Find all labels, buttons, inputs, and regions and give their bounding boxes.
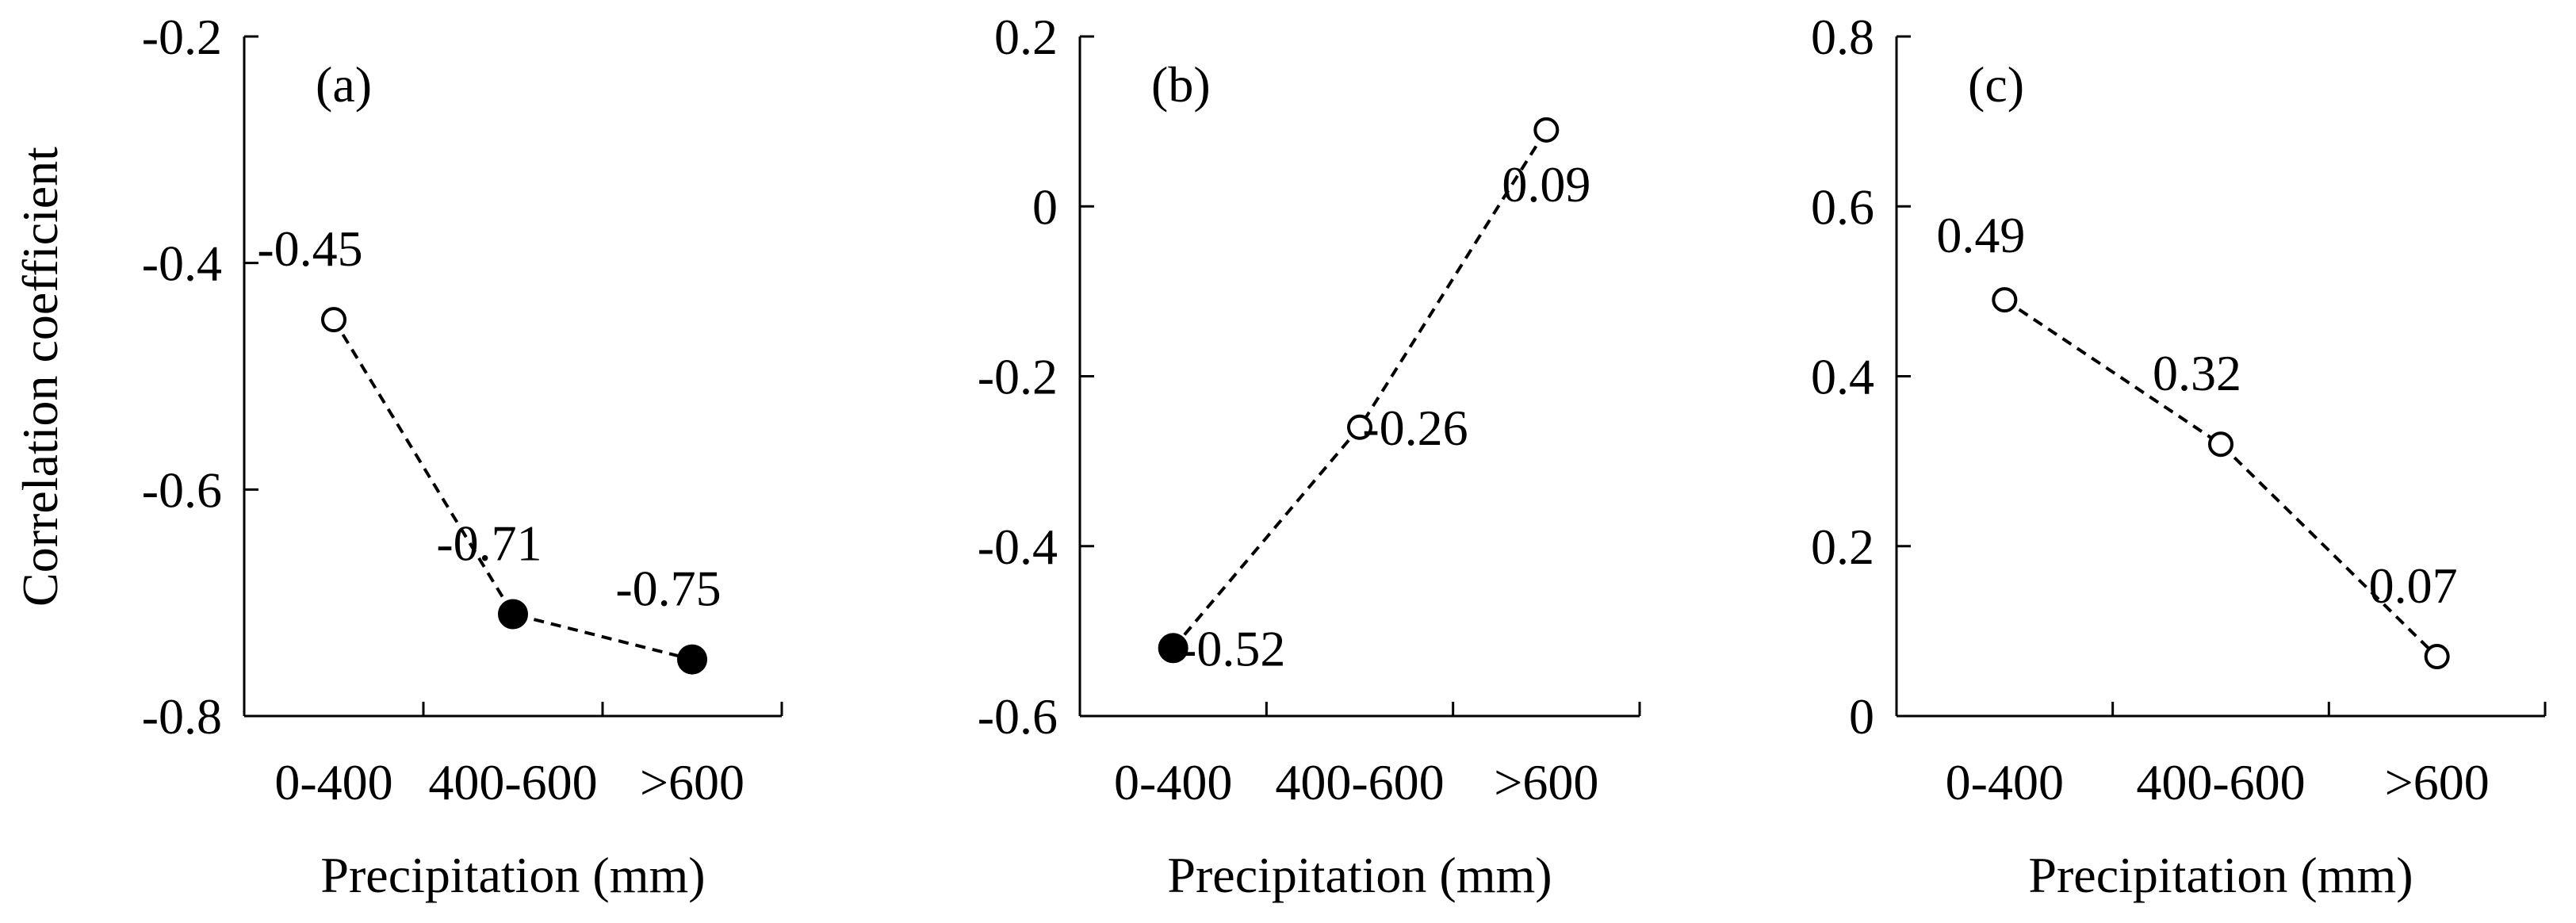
chart-panel-2: -0.6 -0.4 -0.2 0 0.2 0-400 400-600 >600 Precipit… <box>978 9 1641 903</box>
y-tick-label: -0.2 <box>978 349 1058 405</box>
panel-label: (c) <box>1968 56 2024 113</box>
data-point-significant <box>498 599 528 630</box>
data-point <box>321 307 346 333</box>
y-tick-label: -0.4 <box>978 519 1058 575</box>
y-tick-label: 0 <box>1032 178 1058 235</box>
data-point <box>1347 414 1372 440</box>
x-tick-label: 0-400 <box>1114 754 1232 810</box>
data-point <box>2424 644 2450 670</box>
y-tick-label: -0.4 <box>142 236 222 292</box>
y-tick-label: 0.6 <box>1811 178 1874 235</box>
x-axis-title: Precipitation (mm) <box>2028 847 2413 903</box>
x-tick-label: 0-400 <box>1946 754 2064 810</box>
data-point <box>1533 117 1560 143</box>
x-tick-label: >600 <box>640 754 744 810</box>
data-point-significant <box>677 644 707 675</box>
x-tick-label: 400-600 <box>1275 754 1444 810</box>
data-label: 0.49 <box>1936 207 2025 263</box>
data-point-significant <box>1158 633 1188 664</box>
series-line <box>332 319 693 661</box>
panel-label: (a) <box>316 56 372 113</box>
data-label: 0.09 <box>1502 156 1590 213</box>
panel-label: (b) <box>1151 56 1211 113</box>
data-point <box>1992 287 2018 313</box>
data-label: -0.75 <box>615 561 721 617</box>
data-point <box>2208 431 2233 458</box>
x-tick-label: 0-400 <box>274 754 392 810</box>
y-tick-label: -0.8 <box>142 688 222 745</box>
data-label: 0.32 <box>2153 345 2241 401</box>
data-label: -0.71 <box>436 515 542 571</box>
data-label: 0.07 <box>2369 557 2458 614</box>
y-tick-label: 0.4 <box>1811 349 1874 405</box>
y-tick-label: -0.6 <box>142 462 222 518</box>
data-label: -0.52 <box>1180 620 1285 676</box>
chart-panel-1: -0.8 -0.6 -0.4 -0.2 0-400 400-600 >600 Precipit… <box>12 9 783 903</box>
y-tick-label: -0.2 <box>142 9 222 65</box>
y-tick-label: 0.8 <box>1811 9 1874 65</box>
data-label: -0.45 <box>257 220 362 277</box>
x-tick-label: 400-600 <box>2136 754 2305 810</box>
x-tick-label: >600 <box>1494 754 1598 810</box>
x-tick-label: 400-600 <box>428 754 597 810</box>
y-axis-title: Correlation coefficient <box>12 147 68 607</box>
series-line <box>2004 298 2439 658</box>
chart-panel-3: 0 0.2 0.4 0.6 0.8 0-400 400-600 >600 Precipitati… <box>1811 9 2547 903</box>
y-tick-label: 0 <box>1849 688 1874 745</box>
x-axis-title: Precipitation (mm) <box>1167 847 1552 903</box>
y-tick-label: -0.6 <box>978 688 1058 745</box>
series-line <box>1172 128 1548 649</box>
y-tick-label: 0.2 <box>1811 519 1874 575</box>
data-label: -0.26 <box>1362 400 1468 456</box>
x-axis-title: Precipitation (mm) <box>320 847 705 903</box>
x-tick-label: >600 <box>2385 754 2490 810</box>
y-tick-label: 0.2 <box>994 9 1058 65</box>
